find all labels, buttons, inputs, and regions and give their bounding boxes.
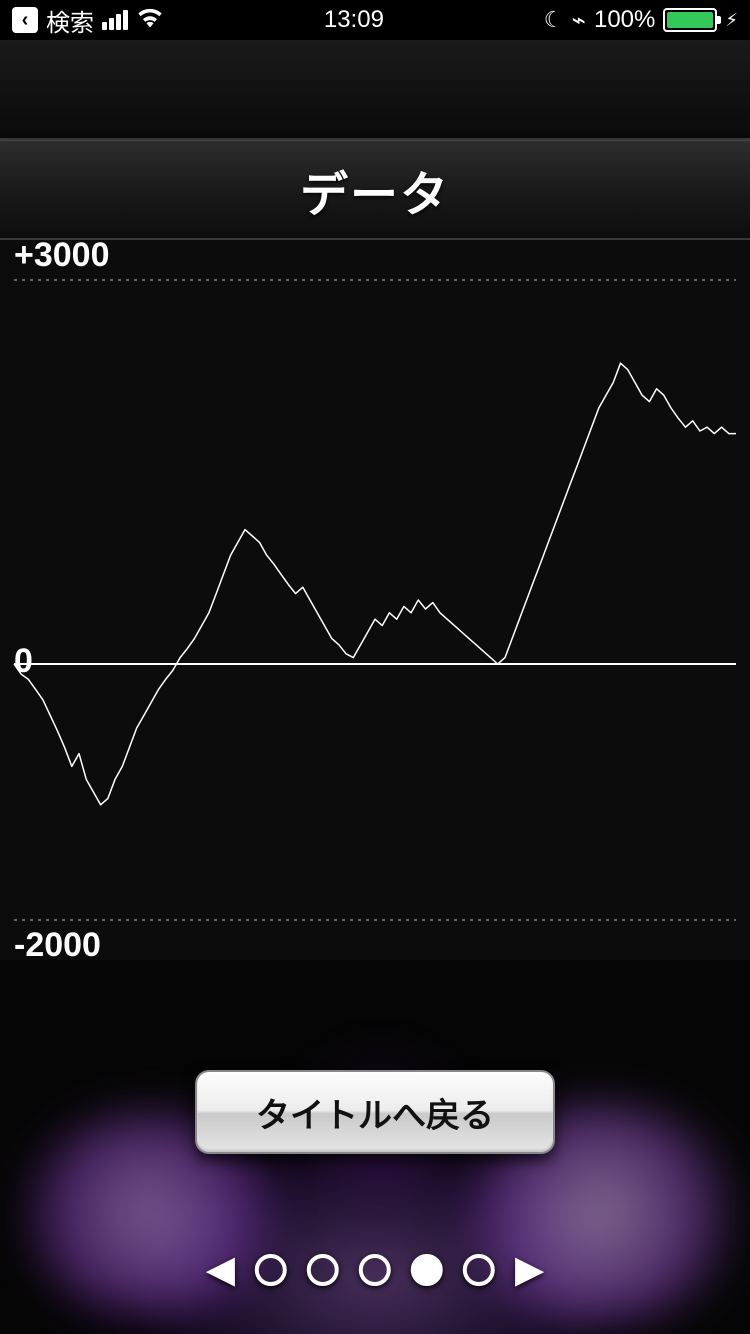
page-dot[interactable] bbox=[463, 1254, 495, 1286]
page-dot[interactable] bbox=[307, 1254, 339, 1286]
footer-area: タイトルへ戻る ◀ ▶ bbox=[0, 960, 750, 1334]
back-label[interactable]: 検索 bbox=[46, 3, 94, 38]
page-title: データ bbox=[300, 155, 450, 225]
return-to-title-button[interactable]: タイトルへ戻る bbox=[195, 1070, 555, 1154]
status-bar: ‹ 検索 13:09 ☾ ⌁ 100% ⚡︎ bbox=[0, 0, 750, 40]
chart-area: +3000 0 -2000 bbox=[0, 240, 750, 960]
next-page-arrow-icon[interactable]: ▶ bbox=[515, 1247, 544, 1292]
bluetooth-icon: ⌁ bbox=[572, 6, 586, 35]
top-spacer bbox=[0, 40, 750, 140]
page-dot[interactable] bbox=[359, 1254, 391, 1286]
cellular-signal-icon bbox=[102, 10, 128, 30]
back-icon[interactable]: ‹ bbox=[12, 7, 38, 33]
y-axis-zero-label: 0 bbox=[14, 642, 33, 681]
y-axis-upper-label: +3000 bbox=[14, 236, 110, 275]
battery-percent: 100% bbox=[594, 6, 655, 34]
status-left: ‹ 検索 bbox=[12, 3, 164, 38]
page-dot[interactable] bbox=[255, 1254, 287, 1286]
data-chart bbox=[0, 240, 750, 960]
charging-icon: ⚡︎ bbox=[725, 10, 738, 31]
prev-page-arrow-icon[interactable]: ◀ bbox=[206, 1247, 235, 1292]
title-band: データ bbox=[0, 140, 750, 240]
status-time: 13:09 bbox=[324, 6, 384, 34]
battery-icon bbox=[663, 8, 717, 32]
do-not-disturb-icon: ☾ bbox=[544, 7, 564, 33]
status-right: ☾ ⌁ 100% ⚡︎ bbox=[544, 6, 738, 35]
return-button-label: タイトルへ戻る bbox=[256, 1088, 494, 1137]
wifi-icon bbox=[136, 6, 164, 35]
page-indicator: ◀ ▶ bbox=[206, 1247, 544, 1292]
page-dot[interactable] bbox=[411, 1254, 443, 1286]
